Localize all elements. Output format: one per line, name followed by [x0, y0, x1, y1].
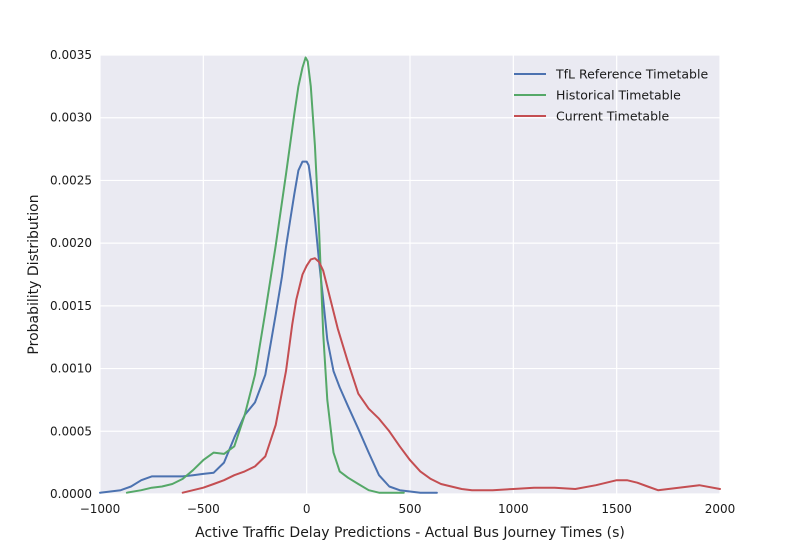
x-axis-label: Active Traffic Delay Predictions - Actua… — [195, 525, 625, 541]
x-tick-label: 1500 — [601, 502, 632, 516]
grid — [99, 54, 721, 495]
y-tick-label: 0.0000 — [50, 487, 92, 501]
legend: TfL Reference Timetable Historical Timeta… — [514, 67, 708, 124]
y-axis-label: Probability Distribution — [26, 194, 42, 354]
x-tick-label: 2000 — [705, 502, 736, 516]
x-axis: −1000 −500 0 500 1000 1500 2000 — [80, 502, 736, 516]
x-tick-label: −500 — [187, 502, 220, 516]
y-tick-label: 0.0025 — [50, 173, 92, 187]
series-line-3 — [181, 257, 721, 494]
x-tick-label: 500 — [399, 502, 422, 516]
y-tick-label: 0.0035 — [50, 48, 92, 62]
y-tick-label: 0.0020 — [50, 236, 92, 250]
x-tick-label: −1000 — [80, 502, 121, 516]
legend-label-2: Historical Timetable — [556, 88, 681, 103]
y-tick-label: 0.0030 — [50, 111, 92, 125]
legend-label-1: TfL Reference Timetable — [555, 67, 708, 82]
y-tick-label: 0.0005 — [50, 424, 92, 438]
x-tick-label: 0 — [303, 502, 311, 516]
series-line-1 — [99, 160, 438, 494]
series-line-2 — [125, 56, 405, 494]
series-lines — [99, 56, 721, 494]
x-tick-label: 1000 — [498, 502, 529, 516]
y-tick-label: 0.0010 — [50, 362, 92, 376]
legend-label-3: Current Timetable — [556, 109, 669, 124]
y-tick-label: 0.0015 — [50, 299, 92, 313]
y-axis: 0.0000 0.0005 0.0010 0.0015 0.0020 0.0025 0.00… — [50, 48, 92, 501]
